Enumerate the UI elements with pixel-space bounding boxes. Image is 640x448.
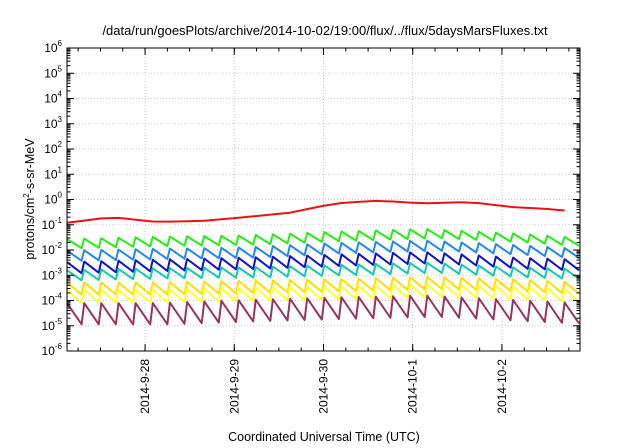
y-tick-label: 100 <box>44 191 62 207</box>
y-tick-label: 10-4 <box>42 292 63 308</box>
y-tick-label: 102 <box>44 140 62 156</box>
y-tick-label: 105 <box>44 64 62 80</box>
x-tick-label: 2014-9-30 <box>317 359 331 414</box>
y-tick-label: 101 <box>44 165 62 181</box>
y-tick-label: 10-2 <box>42 241 63 257</box>
x-tick-label: 2014-9-28 <box>138 359 152 414</box>
series-line-6 <box>66 275 580 296</box>
series-line-5 <box>66 261 580 282</box>
y-tick-label: 10-1 <box>42 216 63 232</box>
series-line-1 <box>66 199 565 224</box>
x-axis-label: Coordinated Universal Time (UTC) <box>228 430 420 444</box>
y-tick-label: 103 <box>44 115 62 131</box>
y-tick-label: 104 <box>44 90 62 106</box>
series-layer <box>66 199 580 326</box>
y-tick-label: 10-5 <box>42 317 63 333</box>
y-tick-label: 10-6 <box>42 342 63 358</box>
chart-title: /data/run/goesPlots/archive/2014-10-02/1… <box>102 23 548 38</box>
y-tick-label: 106 <box>44 39 62 55</box>
series-line-4 <box>66 251 580 275</box>
series-line-2 <box>66 228 580 250</box>
x-tick-label: 2014-10-2 <box>495 359 509 414</box>
y-tick-label: 10-3 <box>42 266 63 282</box>
y-axis-label: protons/cm2-s-sr-MeV <box>22 138 37 260</box>
series-line-3 <box>66 239 580 262</box>
y-axis: 10-6 10-5 10-4 10-3 10-2 10-1 100 101 102 103 104 1… <box>42 39 580 358</box>
series-line-8 <box>66 294 580 326</box>
x-tick-label: 2014-10-1 <box>406 359 420 414</box>
series-line-7 <box>66 283 580 304</box>
x-tick-label: 2014-9-29 <box>227 359 241 414</box>
x-axis: 2014-9-28 2014-9-29 2014-9-30 2014-10-1 2014… <box>77 48 570 414</box>
